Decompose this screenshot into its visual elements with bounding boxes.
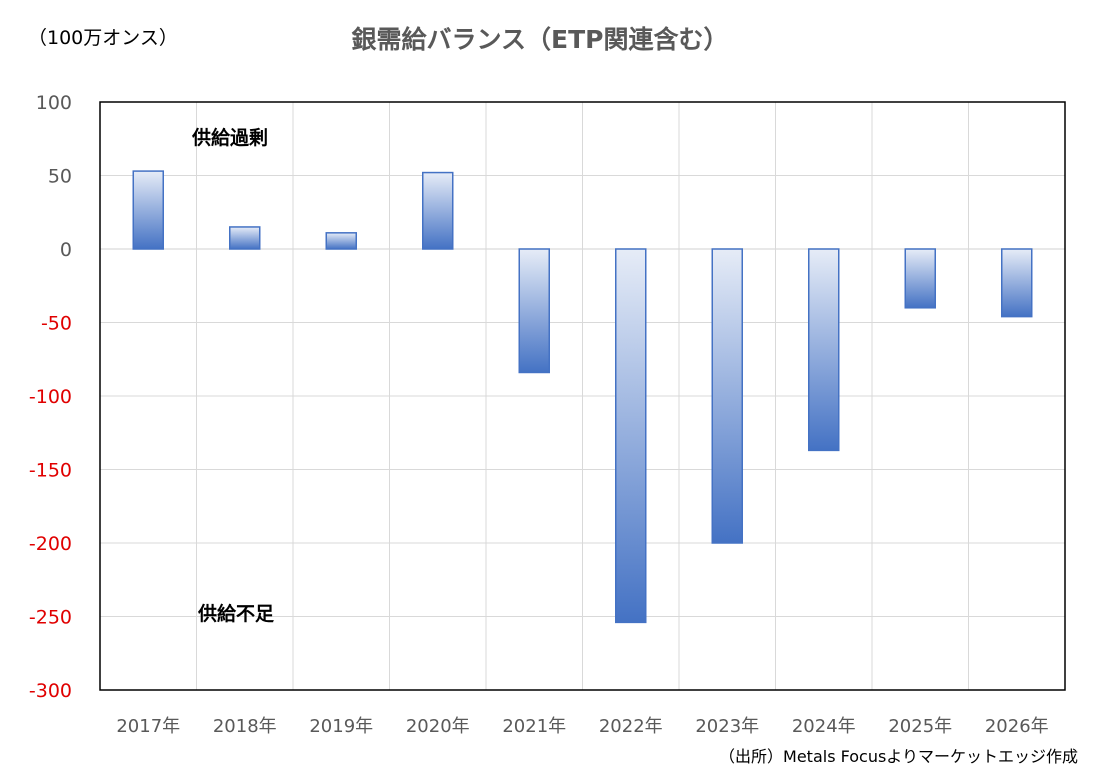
annotation-deficit: 供給不足 [197, 602, 275, 625]
x-tick-label: 2020年 [406, 716, 470, 737]
x-tick-label: 2018年 [213, 716, 277, 737]
bar-2024年 [808, 248, 840, 452]
y-tick-label: -50 [41, 313, 72, 335]
bar-2022年 [615, 248, 647, 624]
y-axis-ticks: 100 50 0 -50 -100 -150 -200 -250 -300 [29, 92, 72, 702]
bar-2018年 [229, 226, 261, 250]
bar-2026年 [1001, 248, 1033, 318]
x-tick-label: 2021年 [502, 716, 566, 737]
bar-2021年 [518, 248, 550, 374]
unit-label: （100万オンス） [28, 27, 178, 49]
y-tick-label: -200 [29, 533, 72, 555]
x-tick-label: 2024年 [792, 716, 856, 737]
bar-2025年 [904, 248, 936, 309]
bar-2020年 [422, 171, 454, 250]
bar-2019年 [325, 232, 357, 250]
annotation-surplus: 供給過剰 [191, 126, 268, 149]
y-tick-label: 100 [36, 92, 72, 114]
x-tick-label: 2026年 [985, 716, 1049, 737]
x-tick-label: 2025年 [888, 716, 952, 737]
source-note: （出所）Metals Focusよりマーケットエッジ作成 [719, 747, 1078, 766]
y-tick-label: -250 [29, 607, 72, 629]
y-tick-label: 0 [60, 239, 72, 261]
bar-2017年 [132, 170, 164, 250]
x-tick-label: 2022年 [599, 716, 663, 737]
plot-frame [99, 101, 1066, 691]
y-tick-label: -100 [29, 386, 72, 408]
chart-title: 銀需給バランス（ETP関連含む） [352, 25, 729, 54]
bar-2023年 [711, 248, 743, 544]
x-tick-label: 2017年 [116, 716, 180, 737]
x-axis-ticks: 2017年 2018年 2019年 2020年 2021年 2022年 2023年 2024年… [116, 716, 1048, 737]
y-tick-label: 50 [48, 166, 72, 188]
grid-layer [100, 101, 1065, 691]
y-tick-label: -300 [29, 680, 72, 702]
x-tick-label: 2019年 [309, 716, 373, 737]
bars-layer [132, 170, 1033, 624]
y-tick-label: -150 [29, 460, 72, 482]
x-tick-label: 2023年 [695, 716, 759, 737]
